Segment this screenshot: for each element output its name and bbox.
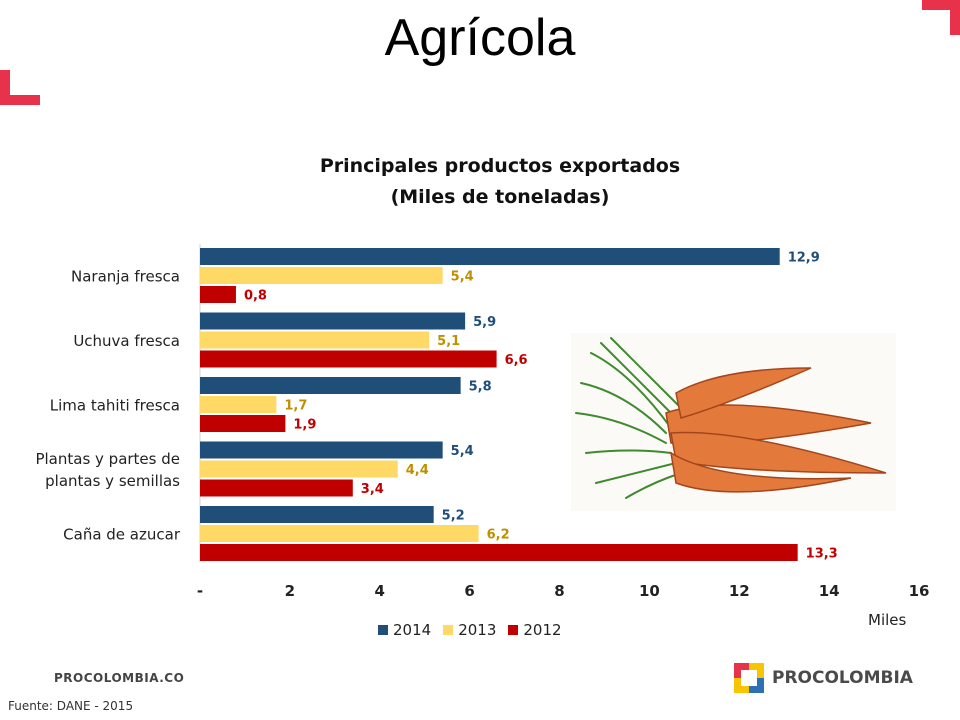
- bar-2012: [200, 286, 236, 303]
- data-label-2013: 5,4: [451, 270, 474, 285]
- data-label-2012: 13,3: [806, 547, 838, 562]
- x-tick-label: 4: [375, 582, 385, 600]
- x-tick-label: 8: [554, 582, 564, 600]
- bar-2013: [200, 396, 277, 413]
- bar-2013: [200, 460, 398, 478]
- source-note: Fuente: DANE - 2015: [8, 699, 134, 713]
- bar-2013: [200, 525, 479, 542]
- data-label-2014: 5,9: [473, 315, 496, 330]
- data-label-2014: 5,8: [469, 380, 492, 395]
- procolombia-brand: PROCOLOMBIA: [734, 663, 913, 693]
- legend-item-2012: 2012: [508, 621, 562, 639]
- data-label-2012: 0,8: [244, 289, 267, 304]
- category-label: Uchuva fresca: [73, 332, 180, 350]
- x-tick-label: -: [197, 582, 203, 600]
- x-axis-unit-label: Miles: [868, 611, 907, 629]
- category-label: Lima tahiti fresca: [50, 397, 180, 415]
- legend-label-2012: 2012: [523, 621, 562, 639]
- x-tick-label: 6: [464, 582, 474, 600]
- data-label-2012: 1,9: [293, 418, 316, 433]
- bar-2014: [200, 312, 466, 330]
- x-tick-label: 2: [285, 582, 295, 600]
- bar-2014: [200, 377, 461, 394]
- data-label-2013: 6,2: [487, 528, 510, 543]
- bar-2012: [200, 544, 798, 561]
- legend-swatch-2013: [443, 625, 454, 635]
- x-tick-label: 16: [909, 582, 930, 600]
- bar-2014: [200, 441, 443, 459]
- bar-2013: [200, 267, 443, 284]
- data-label-2014: 5,4: [451, 444, 474, 459]
- corner-bracket-right-icon: [922, 0, 960, 35]
- legend-item-2014: 2014: [378, 621, 431, 639]
- bar-2013: [200, 331, 430, 349]
- data-label-2014: 5,2: [442, 509, 465, 524]
- data-label-2013: 5,1: [437, 334, 460, 349]
- bar-2012: [200, 350, 497, 368]
- category-label: Caña de azucar: [63, 526, 181, 544]
- x-tick-label: 14: [819, 582, 840, 600]
- data-label-2012: 3,4: [361, 482, 384, 497]
- chart-title-line-2: (Miles de toneladas): [390, 186, 610, 208]
- category-label: Plantas y partes de: [35, 450, 180, 468]
- data-label-2013: 1,7: [284, 399, 307, 414]
- x-tick-label: 12: [729, 582, 750, 600]
- brand-name: PROCOLOMBIA: [772, 668, 913, 688]
- chart-legend: 2014 2013 2012: [378, 621, 562, 639]
- legend-label-2013: 2013: [458, 621, 497, 639]
- procolombia-logo-icon: [734, 663, 764, 693]
- bar-2012: [200, 479, 353, 497]
- chart-title-line-1: Principales productos exportados: [319, 155, 681, 177]
- legend-swatch-2014: [378, 625, 388, 635]
- category-label: Naranja fresca: [71, 268, 180, 286]
- category-label: plantas y semillas: [45, 472, 180, 490]
- slide-title: Agrícola: [384, 9, 576, 67]
- bar-2014: [200, 248, 780, 265]
- legend-label-2014: 2014: [393, 621, 432, 639]
- corner-bracket-left-icon: [0, 70, 40, 105]
- carrots-illustration: [571, 333, 896, 511]
- bar-2014: [200, 506, 434, 523]
- legend-item-2013: 2013: [443, 621, 496, 639]
- footer-website: PROCOLOMBIA.CO: [54, 671, 185, 685]
- bar-2012: [200, 415, 286, 432]
- data-label-2013: 4,4: [406, 463, 429, 478]
- data-label-2014: 12,9: [788, 251, 820, 266]
- data-label-2012: 6,6: [505, 353, 528, 368]
- legend-swatch-2012: [508, 625, 519, 635]
- x-tick-label: 10: [639, 582, 660, 600]
